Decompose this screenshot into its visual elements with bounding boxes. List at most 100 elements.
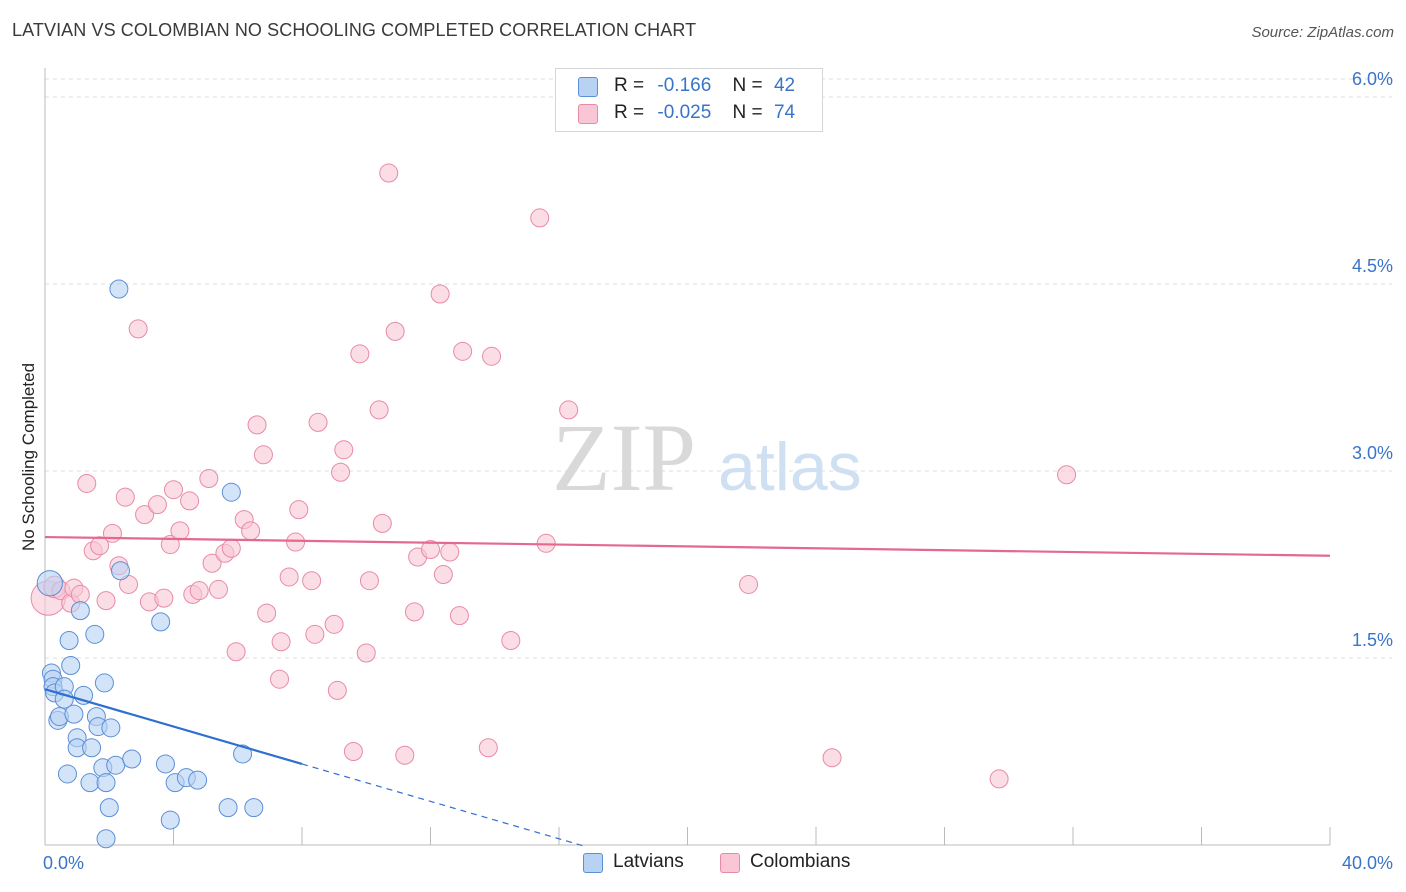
latvian-point <box>59 631 79 651</box>
latvian-trend-line <box>44 688 303 766</box>
colombian-point <box>279 567 299 587</box>
latvian-point <box>106 755 126 775</box>
colombian-point <box>302 571 322 591</box>
latvian-point <box>218 798 238 818</box>
latvian-trend-extension <box>301 763 585 847</box>
colombian-point <box>305 624 325 644</box>
colombian-point <box>331 462 351 482</box>
colombian-point <box>359 571 379 591</box>
colombian-point <box>154 588 174 608</box>
latvian-point <box>188 770 208 790</box>
latvian-point <box>233 744 253 764</box>
colombian-point <box>334 440 354 460</box>
axis-layer <box>44 68 1331 846</box>
latvian-point <box>82 738 102 758</box>
latvian-point <box>155 754 175 774</box>
y-tick-label: 6.0% <box>1352 69 1393 89</box>
colombian-point <box>350 344 370 364</box>
r-label: R = <box>614 102 645 123</box>
colombian-point <box>501 631 521 651</box>
colombian-point <box>822 748 842 768</box>
colombian-point <box>208 579 228 599</box>
latvian-swatch <box>583 853 603 873</box>
colombian-point <box>530 208 550 228</box>
latvian-point <box>64 704 84 724</box>
tick-labels: 1.5% 3.0% 4.5% 6.0% 0.0% 40.0% <box>43 69 1393 873</box>
colombian-point <box>395 745 415 765</box>
latvian-swatch <box>578 77 598 97</box>
colombian-point <box>430 284 450 304</box>
latvian-point <box>70 601 90 621</box>
colombian-point <box>308 412 328 432</box>
colombian-point <box>289 500 309 520</box>
colombian-point <box>369 400 389 420</box>
colombian-point <box>453 341 473 361</box>
colombian-point <box>286 532 306 552</box>
source-label: Source: ZipAtlas.com <box>1251 24 1394 41</box>
colombian-point <box>1057 465 1077 485</box>
n-value: 42 <box>773 75 796 96</box>
colombian-point <box>202 553 222 573</box>
colombian-point <box>324 614 344 634</box>
colombian-point <box>478 738 498 758</box>
latvian-point <box>151 612 171 632</box>
y-tick-label: 3.0% <box>1352 443 1393 463</box>
latvian-point <box>244 798 264 818</box>
colombian-point <box>379 163 399 183</box>
r-value: -0.166 <box>657 75 712 96</box>
latvian-point <box>101 718 121 738</box>
y-axis-title: No Schooling Completed <box>19 363 38 551</box>
colombian-point <box>257 603 277 623</box>
colombian-point <box>482 346 502 366</box>
legend-label: Latvians <box>613 851 684 872</box>
colombian-point <box>343 742 363 761</box>
latvian-point <box>221 482 241 502</box>
stats-legend: R = -0.166 N = 42 R = -0.025 N = 74 <box>555 68 823 132</box>
colombian-trend-line <box>44 535 1331 557</box>
colombian-swatch <box>720 853 740 873</box>
watermark-zip: ZIP <box>552 404 696 511</box>
colombian-point <box>199 468 219 488</box>
chart-title: LATVIAN VS COLOMBIAN NO SCHOOLING COMPLE… <box>12 20 697 40</box>
colombian-swatch <box>578 104 598 124</box>
r-value: -0.025 <box>657 102 712 123</box>
latvian-point <box>96 829 116 849</box>
colombian-point <box>372 513 392 533</box>
x-tick-label: 40.0% <box>1342 853 1393 873</box>
colombian-point <box>180 491 200 511</box>
colombian-point <box>241 521 261 541</box>
latvian-point <box>96 773 116 793</box>
colombian-point <box>559 400 579 420</box>
latvian-point <box>85 624 105 644</box>
y-tick-label: 1.5% <box>1352 630 1393 650</box>
x-tick-label: 0.0% <box>43 853 84 873</box>
latvian-point <box>99 798 119 818</box>
watermark: ZIP atlas <box>552 404 862 511</box>
latvian-point <box>57 764 77 784</box>
colombian-point <box>433 564 453 584</box>
colombian-point <box>404 602 424 622</box>
colombian-point <box>221 538 241 558</box>
trend-lines <box>44 535 1331 847</box>
colombian-point <box>128 319 148 339</box>
colombian-point <box>70 584 90 604</box>
colombian-point <box>247 415 267 435</box>
latvian-point <box>94 673 114 693</box>
colombian-point <box>115 487 135 507</box>
grid-layer <box>45 78 1392 659</box>
watermark-atlas: atlas <box>718 429 862 505</box>
colombian-point <box>356 643 376 663</box>
colombian-point <box>271 632 291 652</box>
latvian-point <box>80 773 100 793</box>
r-label: R = <box>614 75 645 96</box>
colombian-point <box>170 521 190 541</box>
n-label: N = <box>732 102 763 123</box>
latvian-point <box>160 810 180 830</box>
colombian-point <box>270 669 290 689</box>
colombian-point <box>226 642 246 662</box>
latvian-point <box>109 279 129 299</box>
colombian-point <box>164 480 183 500</box>
n-value: 74 <box>773 102 796 123</box>
colombian-point <box>102 523 122 543</box>
colombian-point <box>147 495 167 515</box>
